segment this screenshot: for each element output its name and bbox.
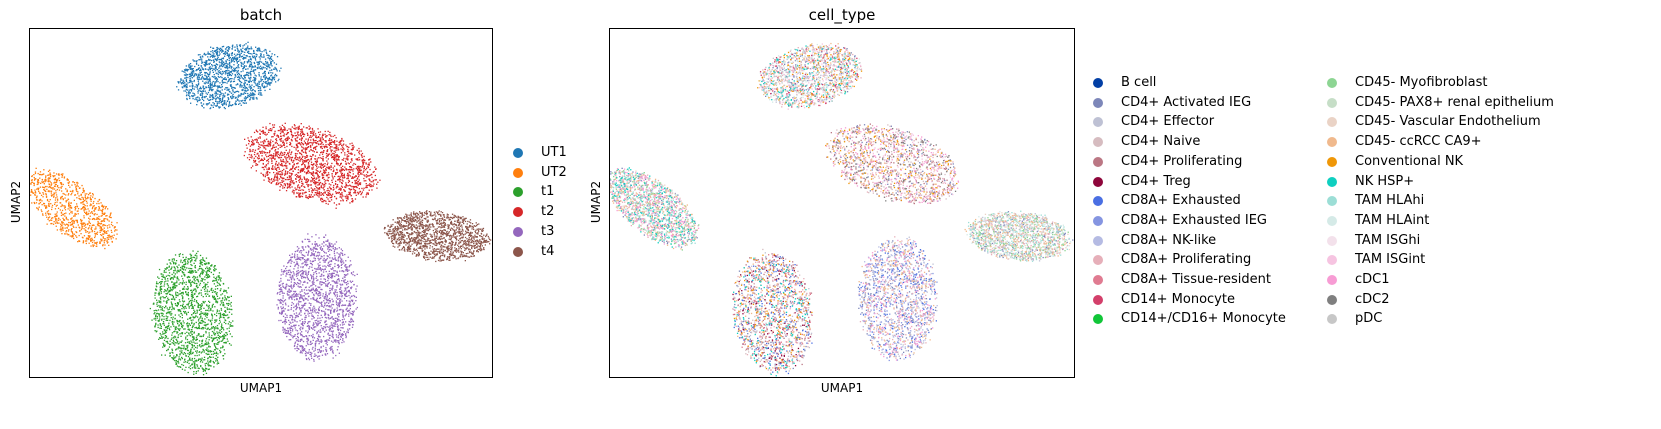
celltype-legend-label: CD4+ Treg — [1121, 173, 1191, 189]
celltype-legend-label: Conventional NK — [1355, 153, 1464, 169]
celltype-legend-label: CD45- PAX8+ renal epithelium — [1355, 94, 1554, 110]
batch-ylabel: UMAP2 — [9, 180, 23, 224]
legend-marker-icon — [1093, 176, 1103, 187]
series-cDC2-points — [829, 127, 957, 203]
batch-scatter — [30, 41, 492, 376]
celltype-legend-label: CD14+ Monocyte — [1121, 291, 1235, 307]
batch-plot-area — [29, 28, 493, 378]
celltype-legend-label: CD14+/CD16+ Monocyte — [1121, 311, 1286, 327]
legend-marker-icon — [1327, 255, 1337, 266]
batch-legend-label: t2 — [541, 204, 555, 220]
legend-marker-icon — [513, 207, 523, 218]
series-TAM-HLAint-points — [759, 43, 1072, 260]
legend-marker-icon — [1093, 156, 1103, 167]
celltype-legend-label: cDC2 — [1355, 291, 1390, 307]
legend-marker-icon — [1093, 78, 1103, 88]
legend-marker-icon — [1327, 137, 1337, 148]
batch-xlabel: UMAP1 — [239, 381, 283, 395]
celltype-plot-area — [609, 28, 1075, 378]
celltype-legend-label: NK HSP+ — [1355, 173, 1415, 189]
legend-marker-icon — [1327, 275, 1337, 285]
legend-marker-icon — [1327, 235, 1337, 246]
series-UT2-points — [30, 167, 118, 250]
legend-marker-icon — [1093, 137, 1103, 148]
batch-title: batch — [239, 6, 283, 24]
legend-marker-icon — [513, 167, 523, 178]
legend-marker-icon — [1327, 314, 1337, 325]
celltype-legend-label: B cell — [1121, 75, 1157, 90]
celltype-legend-label: CD45- Myofibroblast — [1355, 75, 1488, 90]
legend-marker-icon — [1093, 196, 1103, 207]
celltype-legend-label: TAM HLAint — [1355, 212, 1430, 228]
series-pDC-points — [762, 45, 861, 109]
legend-marker-icon — [1093, 215, 1103, 226]
series-t4-points — [383, 210, 492, 263]
celltype-legend-label: CD45- ccRCC CA9+ — [1355, 134, 1482, 150]
legend-marker-icon — [1327, 78, 1337, 88]
batch-legend: UT1 UT2 t1 t2 t3 t4 — [513, 145, 603, 265]
legend-marker-icon — [1093, 117, 1103, 128]
celltype-xlabel: UMAP1 — [820, 381, 864, 395]
celltype-legend-label: CD8A+ Exhausted IEG — [1121, 212, 1268, 228]
series-CD4-Activated-IEG-points — [610, 45, 1074, 370]
legend-marker-icon — [1093, 255, 1103, 266]
legend-marker-icon — [1327, 176, 1337, 187]
series-TAM-ISGint-points — [759, 43, 955, 203]
celltype-legend-label: CD4+ Naive — [1121, 134, 1201, 150]
legend-marker-icon — [1327, 215, 1337, 226]
series-t3-points — [276, 233, 358, 362]
celltype-legend-label: cDC1 — [1355, 272, 1390, 287]
legend-marker-icon — [1327, 294, 1337, 305]
legend-marker-icon — [1327, 97, 1337, 108]
celltype-legend-label: pDC — [1355, 311, 1383, 327]
series-t1-points — [149, 250, 234, 376]
series-CD4-Proliferating-points — [734, 123, 955, 371]
legend-marker-icon — [1093, 294, 1103, 305]
celltype-scatter — [610, 42, 1074, 377]
celltype-legend: B cell CD4+ Activated IEG CD4+ Effector CD4… — [1093, 75, 1658, 335]
batch-legend-label: t3 — [541, 223, 555, 239]
legend-marker-icon — [1093, 275, 1103, 285]
batch-legend-label: t1 — [541, 184, 555, 200]
legend-marker-icon — [1093, 314, 1103, 325]
celltype-legend-label: CD4+ Effector — [1121, 114, 1215, 130]
celltype-ylabel: UMAP2 — [589, 180, 603, 224]
celltype-legend-label: CD45- Vascular Endothelium — [1355, 114, 1541, 130]
legend-marker-icon — [1093, 97, 1103, 108]
celltype-legend-label: CD8A+ NK-like — [1121, 232, 1217, 248]
series-UT1-points — [176, 41, 282, 110]
legend-marker-icon — [1093, 235, 1103, 246]
legend-marker-icon — [513, 148, 523, 158]
legend-marker-icon — [513, 226, 523, 237]
legend-marker-icon — [1327, 117, 1337, 128]
legend-marker-icon — [513, 246, 523, 257]
batch-legend-label: UT1 — [541, 145, 567, 160]
celltype-legend-label: TAM ISGhi — [1355, 232, 1421, 248]
celltype-legend-label: CD8A+ Exhausted — [1121, 193, 1241, 209]
series-t2-points — [243, 122, 381, 209]
celltype-legend-label: CD4+ Proliferating — [1121, 153, 1243, 169]
legend-marker-icon — [1327, 196, 1337, 207]
celltype-legend-label: TAM ISGint — [1355, 252, 1426, 268]
celltype-legend-label: CD4+ Activated IEG — [1121, 94, 1252, 110]
series-CD8A-NK-like-points — [858, 238, 938, 360]
celltype-title: cell_type — [808, 6, 876, 24]
celltype-legend-label: TAM HLAhi — [1355, 193, 1425, 209]
legend-marker-icon — [1327, 156, 1337, 167]
batch-legend-label: UT2 — [541, 164, 567, 180]
celltype-legend-label: CD8A+ Tissue-resident — [1121, 272, 1271, 287]
celltype-legend-label: CD8A+ Proliferating — [1121, 252, 1252, 268]
legend-marker-icon — [513, 187, 523, 198]
batch-legend-label: t4 — [541, 243, 555, 259]
series-cDC1-points — [610, 125, 960, 361]
